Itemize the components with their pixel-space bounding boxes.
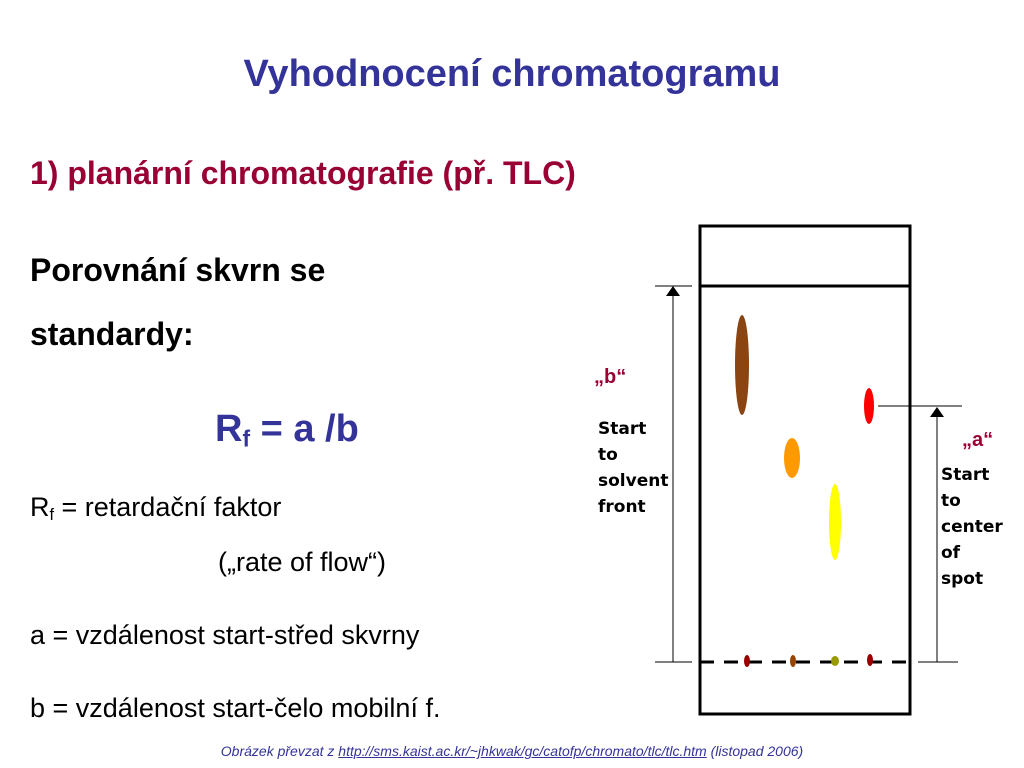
definition: Rf = retardační faktor <box>30 492 282 525</box>
diagram-label: to <box>941 491 961 511</box>
diagram-label: of <box>941 543 961 563</box>
diagram-label: front <box>598 497 646 517</box>
intro-line: Porovnání skvrn se <box>30 252 326 288</box>
definition: b = vzdálenost start-čelo mobilní f. <box>30 693 441 723</box>
diagram-label: spot <box>941 569 983 589</box>
formula: Rf = a /b <box>215 410 359 450</box>
definition: a = vzdálenost start-střed skvrny <box>30 620 420 650</box>
spot <box>744 655 750 667</box>
subscript: f <box>49 506 55 525</box>
formula-rest: = a /b <box>260 408 359 450</box>
intro-line: standardy: <box>30 316 194 352</box>
formula-subscript: f <box>242 425 251 452</box>
arrow-head <box>930 407 944 417</box>
source-link[interactable]: http://sms.kaist.ac.kr/~jhkwak/gc/catofp… <box>338 743 707 759</box>
footer-suffix: (listopad 2006) <box>710 743 804 759</box>
spot <box>831 656 839 666</box>
spot <box>867 654 873 666</box>
tlc-diagram: „b“ „a“ Start to solvent front Start to center… <box>594 224 1003 716</box>
spot <box>735 315 749 415</box>
definition-text: = retardační faktor <box>61 492 282 522</box>
formula-symbol: R <box>215 408 243 450</box>
slide-title: Vyhodnocení chromatogramu <box>243 53 781 95</box>
plate <box>698 224 912 716</box>
label-a: „a“ <box>962 429 993 451</box>
footer: Obrázek převzat z http://sms.kaist.ac.kr… <box>0 744 1024 758</box>
spot <box>784 438 800 478</box>
subtitle: 1) planární chromatografie (př. TLC) <box>30 155 576 191</box>
spot <box>790 655 796 667</box>
diagram-label: Start <box>598 419 646 439</box>
spot <box>829 484 841 560</box>
arrow-head <box>666 286 680 296</box>
symbol: R <box>30 492 50 522</box>
diagram-label: Start <box>941 465 989 485</box>
diagram-label: center <box>941 517 1003 537</box>
footer-prefix: Obrázek převzat z <box>220 743 335 759</box>
label-b: „b“ <box>594 366 626 388</box>
spot <box>864 388 874 424</box>
definition-note: („rate of flow“) <box>218 547 387 577</box>
diagram-label: solvent <box>598 471 668 491</box>
diagram-label: to <box>598 445 618 465</box>
